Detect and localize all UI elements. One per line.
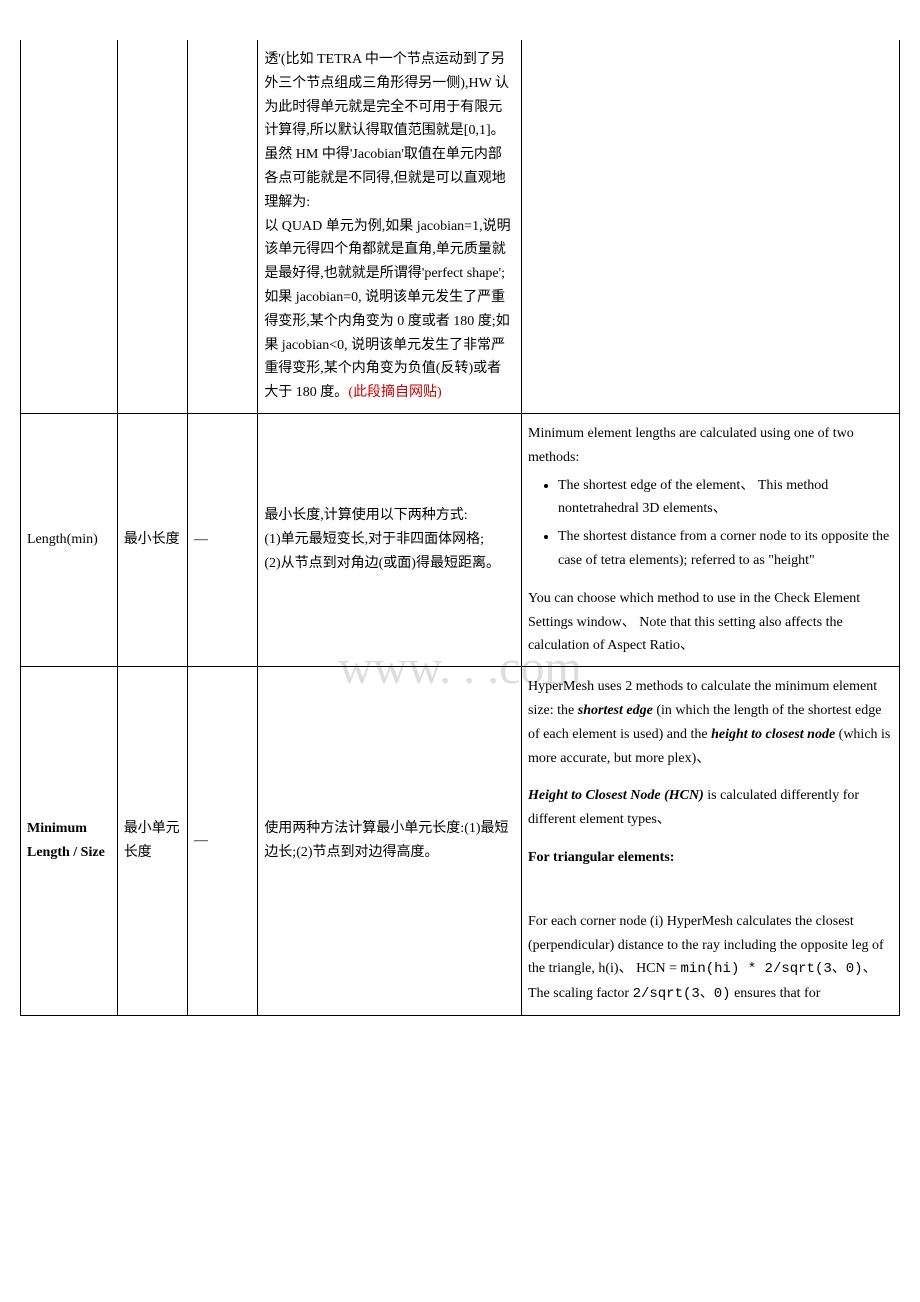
desc-part: (1)单元最短变长,对于非四面体网格;	[264, 532, 484, 547]
desc-part: 虽然 HM 中得'Jacobian'取值在单元内部各点可能就是不同得,但就是可以…	[264, 147, 506, 210]
table-row: Length(min) 最小长度 — 最小长度,计算使用以下两种方式: (1)单…	[21, 413, 900, 666]
en-p1: HyperMesh uses 2 methods to calculate th…	[528, 675, 893, 770]
desc-part: (2)从节点到对角边(或面)得最短距离。	[264, 556, 500, 571]
cell-param: Minimum Length / Size	[21, 667, 118, 1016]
txt-bi: height to closest node	[711, 727, 835, 742]
cell-param: Length(min)	[21, 413, 118, 666]
cell-desc-cn: 最小长度,计算使用以下两种方式: (1)单元最短变长,对于非四面体网格; (2)…	[258, 413, 522, 666]
bullet-item: The shortest edge of the element、 This m…	[558, 474, 893, 522]
en-bullets: The shortest edge of the element、 This m…	[528, 474, 893, 573]
txt-mono: 2/sqrt(3、0)	[633, 986, 731, 1002]
en-p3: For triangular elements:	[528, 846, 893, 870]
txt: ensures that for	[731, 986, 821, 1001]
en-p4: For each corner node (i) HyperMesh calcu…	[528, 910, 893, 1007]
document-table: 透'(比如 TETRA 中一个节点运动到了另外三个节点组成三角形得另一侧),HW…	[20, 40, 900, 1016]
table-row: 透'(比如 TETRA 中一个节点运动到了另外三个节点组成三角形得另一侧),HW…	[21, 40, 900, 413]
en-intro: Minimum element lengths are calculated u…	[528, 422, 893, 470]
cell-dash	[188, 40, 258, 413]
cell-desc-cn: 使用两种方法计算最小单元长度:(1)最短边长;(2)节点到对边得高度。	[258, 667, 522, 1016]
cell-desc-cn: 透'(比如 TETRA 中一个节点运动到了另外三个节点组成三角形得另一侧),HW…	[258, 40, 522, 413]
txt-mono: min(hi) * 2/sqrt(3、0)	[681, 961, 863, 977]
cell-desc-en	[522, 40, 900, 413]
en-outro: You can choose which method to use in th…	[528, 587, 893, 658]
cell-chinese: 最小单元长度	[117, 667, 187, 1016]
cell-dash: —	[188, 667, 258, 1016]
cell-chinese: 最小长度	[117, 413, 187, 666]
cell-param	[21, 40, 118, 413]
bullet-item: The shortest distance from a corner node…	[558, 525, 893, 573]
cell-dash: —	[188, 413, 258, 666]
txt-bi: shortest edge	[578, 703, 653, 718]
cell-chinese	[117, 40, 187, 413]
en-p2: Height to Closest Node (HCN) is calculat…	[528, 784, 893, 832]
cell-desc-en: Minimum element lengths are calculated u…	[522, 413, 900, 666]
desc-part: 最小长度,计算使用以下两种方式:	[264, 508, 467, 523]
desc-part: 以 QUAD 单元为例,如果 jacobian=1,说明该单元得四个角都就是直角…	[264, 219, 510, 401]
txt-bi: Height to Closest Node (HCN)	[528, 788, 704, 803]
param-bold: Minimum Length / Size	[27, 821, 105, 860]
cell-desc-en: HyperMesh uses 2 methods to calculate th…	[522, 667, 900, 1016]
table-row: Minimum Length / Size 最小单元长度 — 使用两种方法计算最…	[21, 667, 900, 1016]
desc-part: 使用两种方法计算最小单元长度:(1)最短边长;(2)节点到对边得高度。	[264, 821, 508, 860]
desc-part: 透'(比如 TETRA 中一个节点运动到了另外三个节点组成三角形得另一侧),HW…	[264, 52, 509, 138]
desc-part-red: (此段摘自网贴)	[348, 385, 441, 400]
